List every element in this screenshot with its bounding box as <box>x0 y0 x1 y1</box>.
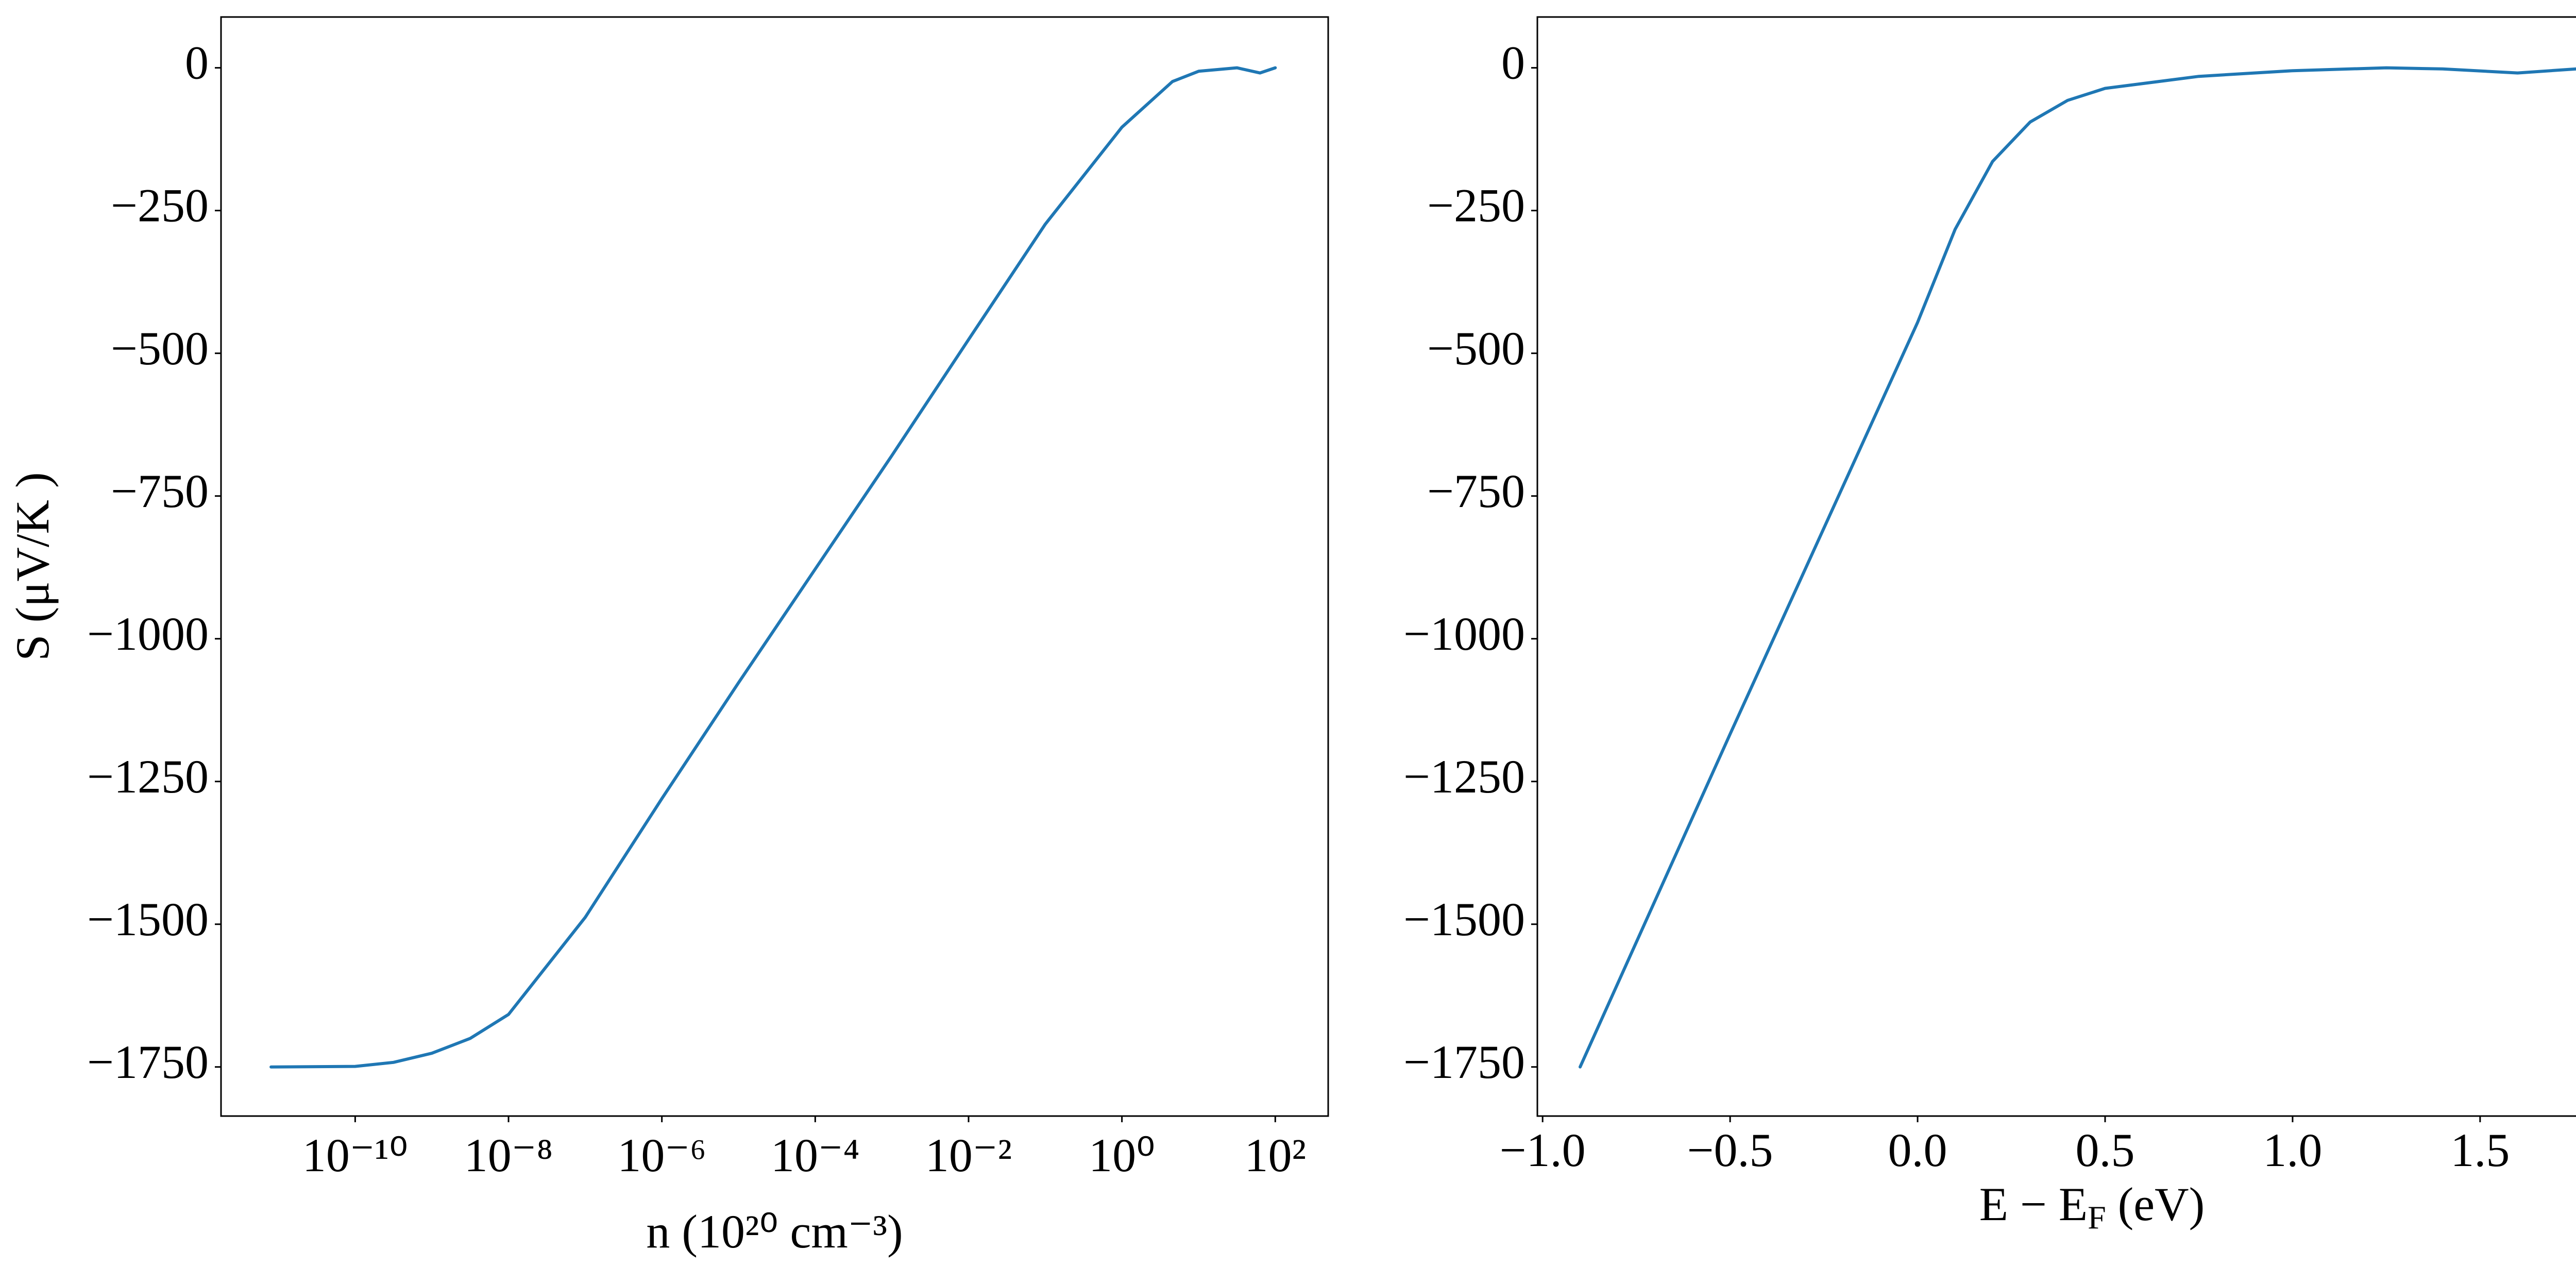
y-tick-label: 0 <box>1501 37 1525 89</box>
y-tick-label: −500 <box>111 322 209 375</box>
x-tick-label: 10² <box>1244 1129 1306 1181</box>
y-tick-label: −750 <box>111 465 209 517</box>
y-tick-label: −1250 <box>87 750 209 803</box>
plot-frame <box>1536 16 2576 1117</box>
y-tick-label: −500 <box>1427 322 1525 375</box>
x-tick-label: 0.5 <box>2075 1124 2134 1176</box>
y-tick-label: −750 <box>1427 465 1525 517</box>
y-axis-label: S (μV/K ) <box>6 472 59 661</box>
data-line <box>269 66 1277 1069</box>
x-tick-label: 10⁻⁶ <box>617 1129 706 1181</box>
x-tick-label: −1.0 <box>1500 1124 1586 1176</box>
y-tick-label: −1250 <box>1403 750 1525 803</box>
y-tick-label: −1500 <box>1403 893 1525 946</box>
y-tick-label: −1750 <box>87 1036 209 1088</box>
y-tick-label: −250 <box>111 179 209 232</box>
plot-frame <box>220 16 1329 1117</box>
x-axis-label: E − EF (eV) <box>1979 1178 2205 1236</box>
y-tick-label: −1000 <box>1403 607 1525 660</box>
x-tick-label: 1.0 <box>2263 1124 2322 1176</box>
x-tick-label: 10⁰ <box>1089 1129 1155 1181</box>
x-tick-label: 10⁻⁴ <box>771 1129 860 1181</box>
data-line <box>1579 66 2576 1069</box>
y-tick-label: −250 <box>1427 179 1525 232</box>
x-tick-label: 10⁻² <box>925 1129 1012 1181</box>
x-tick-label: −0.5 <box>1687 1124 1773 1176</box>
y-tick-label: −1750 <box>1403 1036 1525 1088</box>
y-tick-label: −1500 <box>87 893 209 946</box>
x-tick-label: 1.5 <box>2450 1124 2510 1176</box>
x-tick-label: 10⁻⁸ <box>464 1129 553 1181</box>
x-tick-label: 0.0 <box>1888 1124 1947 1176</box>
x-axis-label: n (10²⁰ cm⁻³) <box>646 1205 903 1258</box>
y-tick-label: 0 <box>185 37 209 89</box>
y-tick-label: −1000 <box>87 607 209 660</box>
x-tick-label: 10⁻¹⁰ <box>302 1129 408 1181</box>
